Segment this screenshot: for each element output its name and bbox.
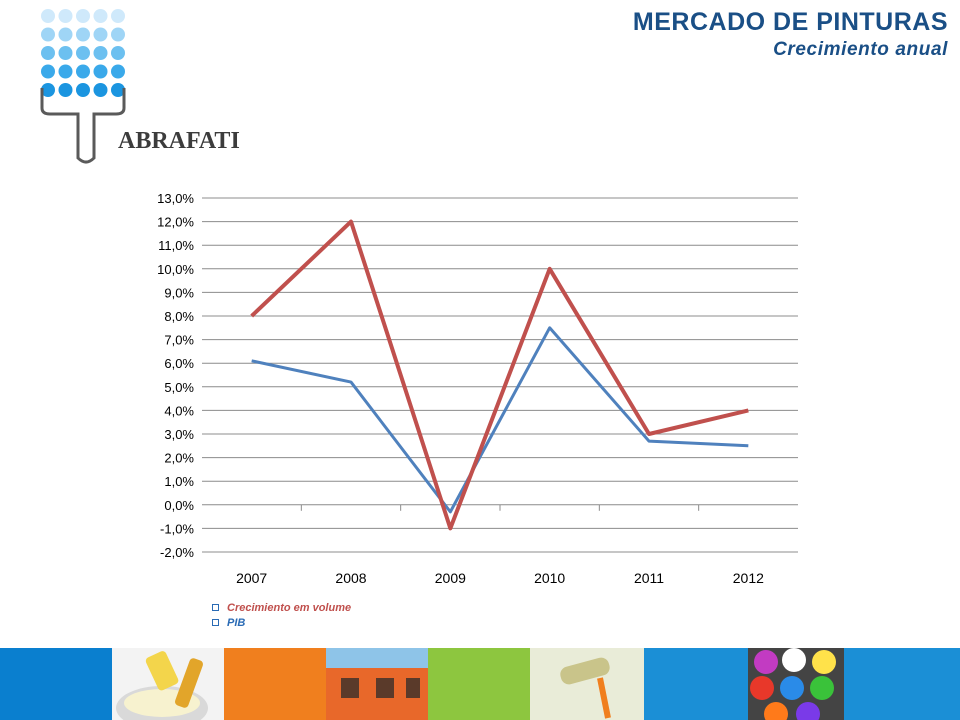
logo-dot bbox=[93, 64, 108, 79]
chart-legend: Crecimiento em volume PIB bbox=[212, 600, 351, 630]
series-line-pib bbox=[251, 326, 749, 514]
logo-dot bbox=[58, 64, 73, 79]
legend-item-pib: PIB bbox=[212, 615, 351, 630]
logo-dot bbox=[76, 46, 90, 60]
x-axis-ticks: 2007 2008 2009 2010 2011 2012 bbox=[236, 570, 764, 586]
y-tick-label: 11,0% bbox=[158, 238, 194, 253]
series-line-volume bbox=[250, 219, 749, 531]
title-block: MERCADO DE PINTURAS Crecimiento anual bbox=[633, 8, 948, 61]
y-tick-label: -1,0% bbox=[160, 521, 194, 536]
logo-dot bbox=[93, 27, 108, 42]
y-tick-label: 0,0% bbox=[164, 498, 194, 513]
y-tick-label: 10,0% bbox=[157, 262, 194, 277]
strip-panel-green bbox=[428, 648, 530, 720]
y-tick-label: 5,0% bbox=[164, 380, 194, 395]
y-tick-label: 7,0% bbox=[164, 333, 194, 348]
y-tick-label: 6,0% bbox=[164, 356, 194, 371]
logo-dot bbox=[93, 46, 108, 60]
paintbrush-logo-icon: ABRAFATI bbox=[40, 9, 240, 164]
footer-image-strip bbox=[0, 648, 960, 720]
logo-dot bbox=[41, 83, 55, 97]
x-tick-label: 2009 bbox=[435, 570, 466, 586]
logo-dot bbox=[58, 27, 73, 42]
strip-panel-blue-2 bbox=[644, 648, 748, 720]
logo-dot bbox=[58, 83, 73, 97]
logo-dot bbox=[41, 46, 55, 60]
legend-label-pib: PIB bbox=[227, 616, 246, 629]
logo-dot bbox=[111, 9, 125, 23]
logo-dot bbox=[58, 46, 73, 60]
paint-roller-image bbox=[530, 648, 644, 720]
y-tick-label: 8,0% bbox=[164, 309, 194, 324]
logo-text: ABRAFATI bbox=[118, 128, 240, 154]
x-tick-label: 2007 bbox=[236, 570, 267, 586]
chart-grid bbox=[202, 197, 798, 553]
logo-dot bbox=[111, 83, 125, 97]
y-tick-label: 12,0% bbox=[157, 215, 194, 230]
y-tick-label: 13,0% bbox=[157, 191, 194, 206]
logo-dot bbox=[111, 46, 125, 60]
strip-panel-orange bbox=[224, 648, 326, 720]
logo-dot bbox=[76, 83, 90, 97]
y-tick-label: 1,0% bbox=[164, 474, 194, 489]
logo-dot bbox=[58, 9, 73, 23]
y-tick-label: 9,0% bbox=[164, 285, 194, 300]
x-tick-label: 2008 bbox=[335, 570, 366, 586]
y-tick-label: 2,0% bbox=[164, 451, 194, 466]
building-image bbox=[326, 648, 428, 720]
y-tick-label: 4,0% bbox=[164, 403, 194, 418]
logo-dot bbox=[76, 27, 90, 42]
strip-panel-blue bbox=[0, 648, 112, 720]
abrafati-logo: ABRAFATI bbox=[38, 8, 248, 168]
logo-dot bbox=[93, 83, 108, 97]
page-title: MERCADO DE PINTURAS bbox=[632, 8, 948, 36]
logo-dot bbox=[93, 9, 108, 23]
paint-cans-image bbox=[748, 648, 844, 720]
paint-brush-can-image bbox=[112, 648, 224, 720]
strip-panel-blue-3 bbox=[844, 648, 960, 720]
x-tick-label: 2012 bbox=[733, 570, 764, 586]
legend-item-volume: Crecimiento em volume bbox=[212, 600, 351, 615]
logo-dot bbox=[111, 64, 125, 79]
line-chart: -2,0% -1,0% 0,0% 1,0% 2,0% 3,0% 4,0% 5,0% 6,0% 7,… bbox=[157, 191, 798, 586]
x-tick-label: 2011 bbox=[634, 570, 664, 586]
logo-dot bbox=[41, 27, 55, 42]
legend-label-volume: Crecimiento em volume bbox=[227, 601, 352, 614]
chart-series bbox=[250, 219, 749, 531]
x-tick-label: 2010 bbox=[534, 570, 565, 586]
page-subtitle: Crecimiento anual bbox=[773, 39, 948, 60]
logo-dot bbox=[41, 64, 55, 79]
logo-dot bbox=[76, 9, 90, 23]
checkbox-bullet-icon bbox=[212, 619, 219, 626]
y-axis-ticks: -2,0% -1,0% 0,0% 1,0% 2,0% 3,0% 4,0% 5,0% 6,0% 7,… bbox=[157, 191, 194, 560]
logo-dot bbox=[76, 64, 90, 79]
y-tick-label: -2,0% bbox=[160, 545, 194, 560]
logo-dot bbox=[111, 27, 125, 42]
y-tick-label: 3,0% bbox=[164, 427, 194, 442]
logo-dot bbox=[41, 9, 55, 23]
checkbox-bullet-icon bbox=[212, 604, 219, 611]
